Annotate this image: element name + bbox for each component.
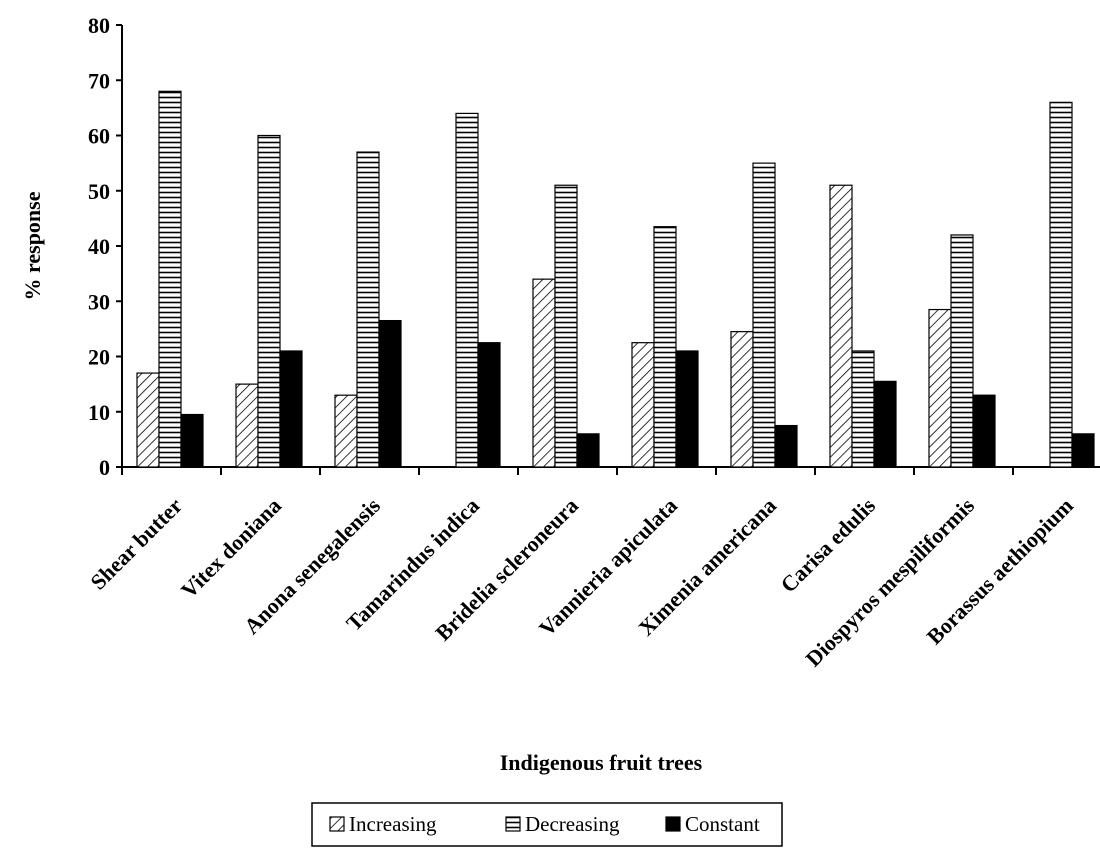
x-tick-label-vitex-doniana: Vitex doniana: [176, 493, 286, 603]
bar-constant-vitex-doniana: [279, 350, 303, 468]
legend: Increasing Decreasing Constant: [311, 802, 783, 847]
bar-increasing-anona-senegalensis: [334, 394, 358, 468]
bar-decreasing-anona-senegalensis: [356, 151, 380, 468]
bar-constant-diospyros-mespiliformis: [972, 394, 996, 468]
bar-increasing-carisa-edulis: [829, 184, 853, 468]
bar-decreasing-shear-butter: [158, 90, 182, 468]
bar-decreasing-vitex-doniana: [257, 134, 281, 468]
bar-constant-shear-butter: [180, 413, 204, 468]
bar-increasing-vannieria-apiculata: [631, 342, 655, 468]
legend-swatch-decreasing: [505, 816, 521, 832]
bar-constant-anona-senegalensis: [378, 319, 402, 468]
y-axis: 0 10 20 30 40 50 60 70 80: [88, 13, 123, 480]
bar-increasing-shear-butter: [136, 372, 160, 468]
bar-constant-bridelia-scleroneura: [576, 433, 600, 468]
bar-decreasing-vannieria-apiculata: [653, 226, 677, 468]
y-tick-label-70: 70: [88, 68, 110, 93]
bar-constant-borassus-aethiopium: [1071, 433, 1095, 468]
bar-constant-vannieria-apiculata: [675, 350, 699, 468]
y-tick-label-30: 30: [88, 289, 110, 314]
y-tick-label-10: 10: [88, 400, 110, 425]
bar-group: [136, 90, 1095, 468]
y-tick-label-60: 60: [88, 124, 110, 149]
y-tick-label-0: 0: [99, 455, 110, 480]
bar-constant-tamarindus-indica: [477, 342, 501, 468]
x-tick-label-diospyros-mespiliformis: Diospyros mespiliformis: [800, 493, 979, 672]
y-tick-label-40: 40: [88, 234, 110, 259]
x-tick-label-carisa-edulis: Carisa edulis: [775, 493, 880, 598]
legend-swatch-increasing: [329, 816, 345, 832]
x-tick-label-shear-butter: Shear butter: [85, 493, 187, 595]
bar-increasing-bridelia-scleroneura: [532, 278, 556, 468]
bar-constant-carisa-edulis: [873, 380, 897, 468]
bar-decreasing-diospyros-mespiliformis: [950, 234, 974, 468]
bar-decreasing-borassus-aethiopium: [1049, 101, 1073, 468]
x-axis-title: Indigenous fruit trees: [500, 750, 703, 775]
bar-constant-ximenia-americana: [774, 424, 798, 468]
legend-swatch-constant: [665, 816, 681, 832]
legend-frame: [311, 802, 783, 847]
bar-increasing-ximenia-americana: [730, 331, 754, 468]
legend-label-increasing: Increasing: [349, 812, 437, 836]
y-tick-group: 0 10 20 30 40 50 60 70 80: [88, 13, 122, 480]
y-tick-label-50: 50: [88, 179, 110, 204]
y-tick-label-20: 20: [88, 345, 110, 370]
bar-decreasing-bridelia-scleroneura: [554, 184, 578, 468]
bar-increasing-diospyros-mespiliformis: [928, 308, 952, 468]
y-tick-label-80: 80: [88, 13, 110, 38]
bar-decreasing-ximenia-americana: [752, 162, 776, 468]
legend-label-constant: Constant: [685, 812, 760, 836]
y-axis-title: % response: [20, 191, 45, 300]
bar-increasing-vitex-doniana: [235, 383, 259, 468]
bar-decreasing-tamarindus-indica: [455, 112, 479, 468]
bar-decreasing-carisa-edulis: [851, 350, 875, 468]
legend-label-decreasing: Decreasing: [525, 812, 620, 836]
